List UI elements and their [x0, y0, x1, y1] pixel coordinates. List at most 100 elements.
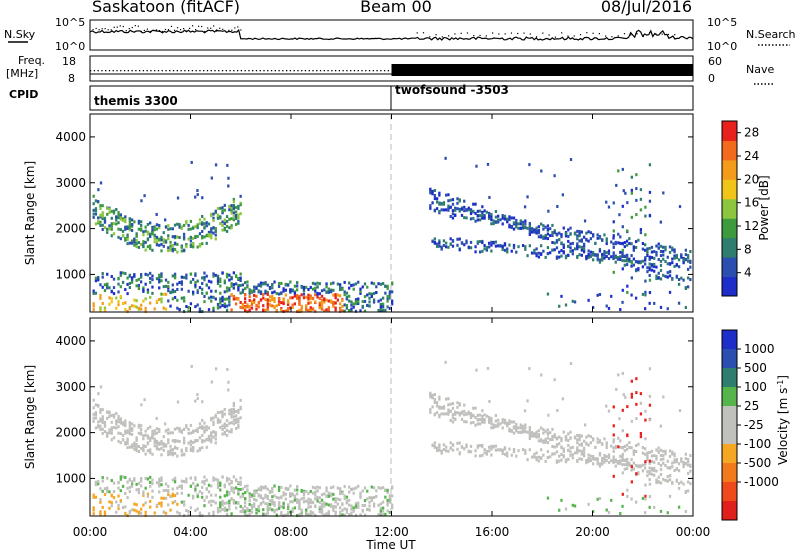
echo-cell: [142, 240, 145, 244]
echo-cell: [526, 399, 529, 403]
echo-cell: [580, 230, 583, 234]
echo-cell: [653, 265, 656, 269]
echo-cell: [144, 510, 147, 514]
echo-cell: [171, 283, 174, 287]
echo-cell: [583, 219, 587, 223]
echo-cell: [180, 296, 184, 300]
echo-cell: [300, 489, 303, 493]
echo-cell: [293, 506, 297, 510]
echo-cell: [214, 237, 217, 241]
echo-cell: [562, 250, 565, 254]
echo-cell: [232, 214, 236, 218]
echo-cell: [207, 222, 211, 226]
echo-cell: [673, 248, 676, 252]
echo-cell: [438, 209, 441, 213]
echo-cell: [467, 208, 470, 212]
echo-cell: [112, 292, 116, 296]
echo-cell: [547, 209, 550, 213]
echo-cell: [668, 454, 672, 458]
colorbar-tick: 8: [744, 242, 752, 256]
echo-cell: [621, 429, 624, 433]
echo-cell: [379, 502, 382, 506]
echo-cell: [97, 200, 100, 204]
echo-cell: [352, 302, 355, 306]
x-tick-label: 12:00: [374, 525, 409, 539]
nsearch-label: N.Search: [746, 28, 796, 41]
echo-cell: [167, 280, 170, 284]
echo-cell: [291, 305, 294, 309]
echo-cell: [561, 397, 565, 401]
echo-cell: [429, 391, 432, 395]
echo-cell: [635, 187, 638, 191]
echo-cell: [225, 479, 229, 483]
echo-cell: [182, 452, 186, 456]
echo-cell: [128, 307, 131, 311]
echo-cell: [677, 258, 681, 262]
echo-cell: [92, 208, 95, 212]
echo-cell: [286, 283, 290, 287]
echo-cell: [151, 248, 154, 252]
echo-cell: [467, 449, 470, 453]
echo-cell: [225, 229, 229, 233]
echo-cell: [228, 300, 231, 304]
echo-cell: [648, 466, 651, 470]
echo-cell: [237, 420, 240, 424]
echo-cell: [501, 216, 504, 220]
echo-cell: [582, 244, 586, 248]
echo-cell: [194, 509, 197, 513]
colorbar-swatch: [722, 218, 737, 239]
velocity-echoes: [92, 360, 692, 518]
echo-cell: [530, 434, 534, 438]
echo-cell: [314, 493, 317, 497]
echo-cell: [659, 305, 663, 309]
echo-cell: [212, 295, 215, 299]
echo-cell: [182, 441, 186, 445]
echo-cell: [630, 395, 633, 399]
echo-cell: [126, 276, 129, 280]
echo-cell: [481, 453, 484, 457]
echo-cell: [239, 504, 242, 508]
echo-cell: [655, 265, 658, 269]
echo-cell: [248, 295, 251, 299]
echo-cell: [286, 309, 290, 313]
echo-cell: [262, 282, 265, 286]
colorbar-tick: 500: [744, 361, 767, 375]
echo-cell: [219, 299, 222, 303]
echo-cell: [194, 273, 197, 277]
echo-cell: [221, 415, 224, 419]
echo-cell: [271, 291, 274, 295]
echo-cell: [124, 307, 127, 311]
echo-cell: [225, 215, 229, 219]
echo-cell: [149, 247, 152, 251]
echo-cell: [246, 285, 249, 289]
echo-cell: [549, 251, 552, 255]
echo-cell: [257, 504, 260, 508]
echo-cell: [143, 194, 146, 198]
echo-cell: [343, 507, 346, 511]
echo-cell: [492, 426, 495, 430]
echo-cell: [686, 480, 690, 484]
echo-cell: [289, 510, 292, 514]
echo-cell: [569, 430, 572, 434]
echo-cell: [234, 478, 238, 482]
echo-cell: [171, 249, 174, 253]
echo-cell: [189, 219, 193, 223]
echo-cell: [230, 486, 233, 490]
echo-cell: [167, 289, 170, 293]
echo-cell: [460, 411, 464, 415]
echo-cell: [244, 281, 247, 285]
echo-cell: [194, 438, 197, 442]
echo-cell: [124, 442, 127, 446]
echo-cell: [307, 293, 310, 297]
echo-cell: [266, 506, 269, 510]
echo-cell: [257, 305, 260, 309]
echo-cell: [641, 446, 645, 450]
echo-cell: [587, 434, 590, 438]
echo-cell: [334, 497, 337, 501]
echo-cell: [535, 226, 538, 230]
echo-cell: [241, 302, 245, 306]
echo-cell: [510, 420, 513, 424]
echo-cell: [173, 274, 177, 278]
echo-cell: [99, 498, 102, 502]
